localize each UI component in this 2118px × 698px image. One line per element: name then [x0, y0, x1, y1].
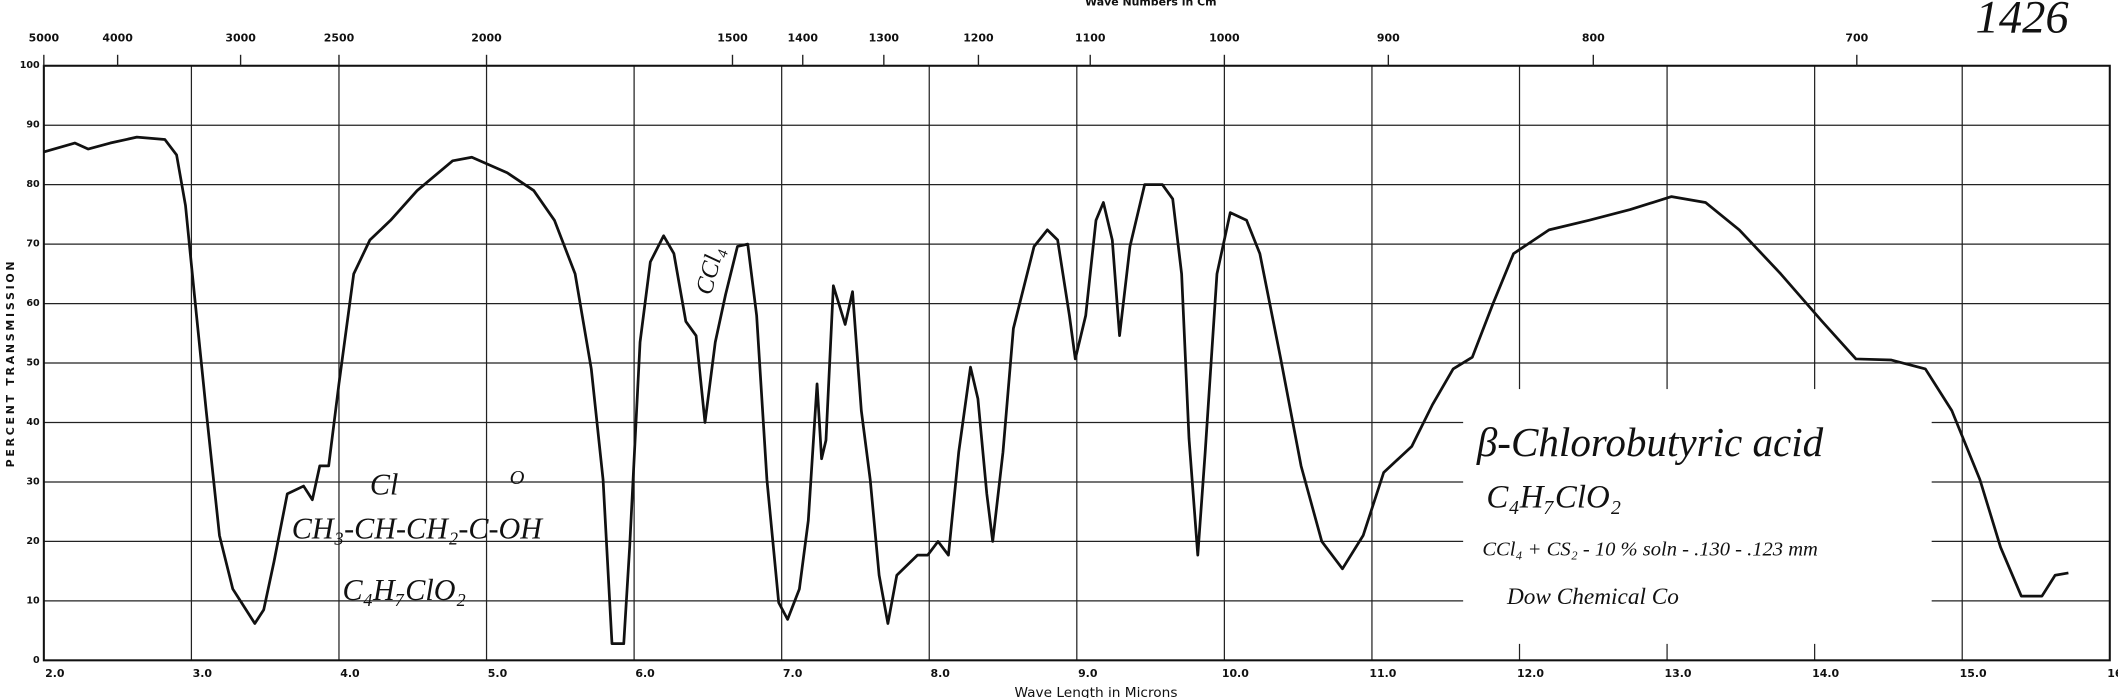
- x-tick-label: 2.0: [45, 667, 65, 680]
- spectrum-line: [43, 135, 2069, 645]
- x-tick-label: 15.0: [1960, 667, 1987, 680]
- top-tick-label: 700: [1845, 31, 1868, 44]
- top-tick-label: 900: [1377, 31, 1400, 44]
- top-tick-label: 1400: [788, 31, 819, 44]
- plot-frame: [42, 64, 2111, 662]
- y-tick-label: 70: [26, 239, 40, 250]
- x-tick-label: 7.0: [783, 667, 803, 680]
- y-tick-label: 80: [26, 179, 40, 190]
- y-tick-label: 100: [20, 60, 40, 71]
- top-tick-label: 1100: [1075, 31, 1106, 44]
- annotation: C₄H₇ClO₂: [342, 573, 466, 607]
- x-axis-title: Wave Length in Microns: [1015, 685, 1178, 698]
- annotation: C₄H₇ClO₂: [1486, 480, 1621, 516]
- top-tick-label: 1000: [1209, 31, 1240, 44]
- x-tick-label: 12.0: [1517, 667, 1544, 680]
- annotation: 1426: [1976, 0, 2070, 44]
- x-tick-label: 16.0: [2107, 667, 2118, 680]
- top-axis-title: Wave Numbers in Cm: [1085, 0, 1216, 9]
- top-tick-label: 800: [1582, 31, 1605, 44]
- top-tick-label: 5000: [29, 31, 60, 44]
- label-box: [1463, 389, 1932, 644]
- y-axis-title: PERCENT TRANSMISSION: [4, 259, 17, 468]
- x-tick-label: 11.0: [1369, 667, 1396, 680]
- annotation: CH₃-CH-CH₂-C-OH: [292, 511, 544, 545]
- y-tick-label: 50: [26, 358, 40, 369]
- y-tick-label: 20: [26, 536, 40, 547]
- x-tick-label: 3.0: [193, 667, 213, 680]
- y-tick-label: 40: [26, 417, 40, 428]
- annotation: Dow Chemical Co: [1506, 584, 1679, 610]
- top-tick-label: 1200: [963, 31, 994, 44]
- top-tick-label: 2500: [324, 31, 355, 44]
- annotation: Cl: [370, 468, 398, 502]
- annotation: β-Chlorobutyric acid: [1476, 419, 1824, 465]
- top-tick-label: 2000: [471, 31, 502, 44]
- x-tick-label: 5.0: [488, 667, 508, 680]
- x-tick-label: 10.0: [1222, 667, 1249, 680]
- top-tick-label: 1500: [717, 31, 748, 44]
- annotation: O: [510, 467, 525, 489]
- annotation: CCl₄ + CS₂ - 10 % soln - .130 - .123 mm: [1482, 538, 1818, 560]
- y-tick-label: 30: [26, 476, 40, 487]
- x-tick-label: 13.0: [1665, 667, 1692, 680]
- y-tick-label: 10: [26, 595, 40, 606]
- x-tick-label: 6.0: [635, 667, 655, 680]
- top-tick-label: 3000: [225, 31, 256, 44]
- x-tick-label: 9.0: [1078, 667, 1098, 680]
- top-tick-label: 4000: [102, 31, 133, 44]
- top-tick-label: 1300: [869, 31, 900, 44]
- x-tick-label: 14.0: [1812, 667, 1839, 680]
- y-tick-label: 60: [26, 298, 40, 309]
- x-tick-label: 4.0: [340, 667, 360, 680]
- y-tick-label: 90: [26, 120, 40, 131]
- x-tick-label: 8.0: [931, 667, 951, 680]
- y-tick-label: 0: [33, 655, 40, 666]
